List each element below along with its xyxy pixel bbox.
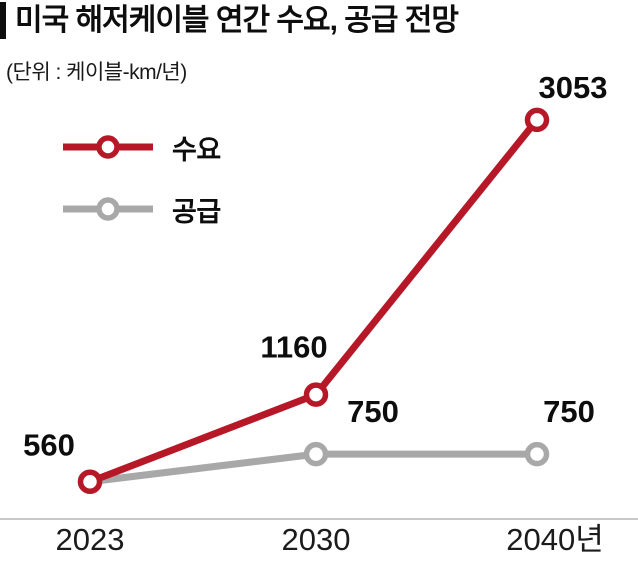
legend-label-supply: 공급 bbox=[172, 196, 221, 227]
data-label: 750 bbox=[347, 394, 399, 429]
data-point-marker bbox=[303, 382, 329, 407]
title-block: 미국 해저케이블 연간 수요, 공급 전망 bbox=[0, 2, 459, 39]
legend-label-demand: 수요 bbox=[172, 134, 221, 165]
chart-unit-label: (단위 : 케이블-km/년) bbox=[6, 61, 187, 84]
x-tick-label: 2023 bbox=[56, 522, 125, 557]
data-point-marker bbox=[77, 469, 103, 494]
data-point-marker bbox=[524, 441, 550, 467]
data-label: 750 bbox=[543, 394, 595, 429]
data-point-marker bbox=[303, 441, 329, 467]
supply-line-swatch-icon bbox=[63, 197, 153, 221]
legend-item-supply: 공급 bbox=[60, 194, 221, 227]
x-tick-label: 2030 bbox=[282, 522, 351, 557]
demand-line-swatch-icon bbox=[63, 135, 153, 159]
legend: 수요 공급 bbox=[60, 132, 221, 256]
data-label: 1160 bbox=[260, 330, 327, 365]
series-line-수요 bbox=[86, 116, 541, 486]
chart-title: 미국 해저케이블 연간 수요, 공급 전망 bbox=[15, 4, 459, 37]
x-tick-label: 2040년 bbox=[506, 522, 603, 557]
data-label: 560 bbox=[23, 428, 75, 463]
data-label: 3053 bbox=[539, 70, 608, 105]
data-point-marker bbox=[524, 107, 550, 133]
legend-item-demand: 수요 bbox=[60, 132, 221, 165]
